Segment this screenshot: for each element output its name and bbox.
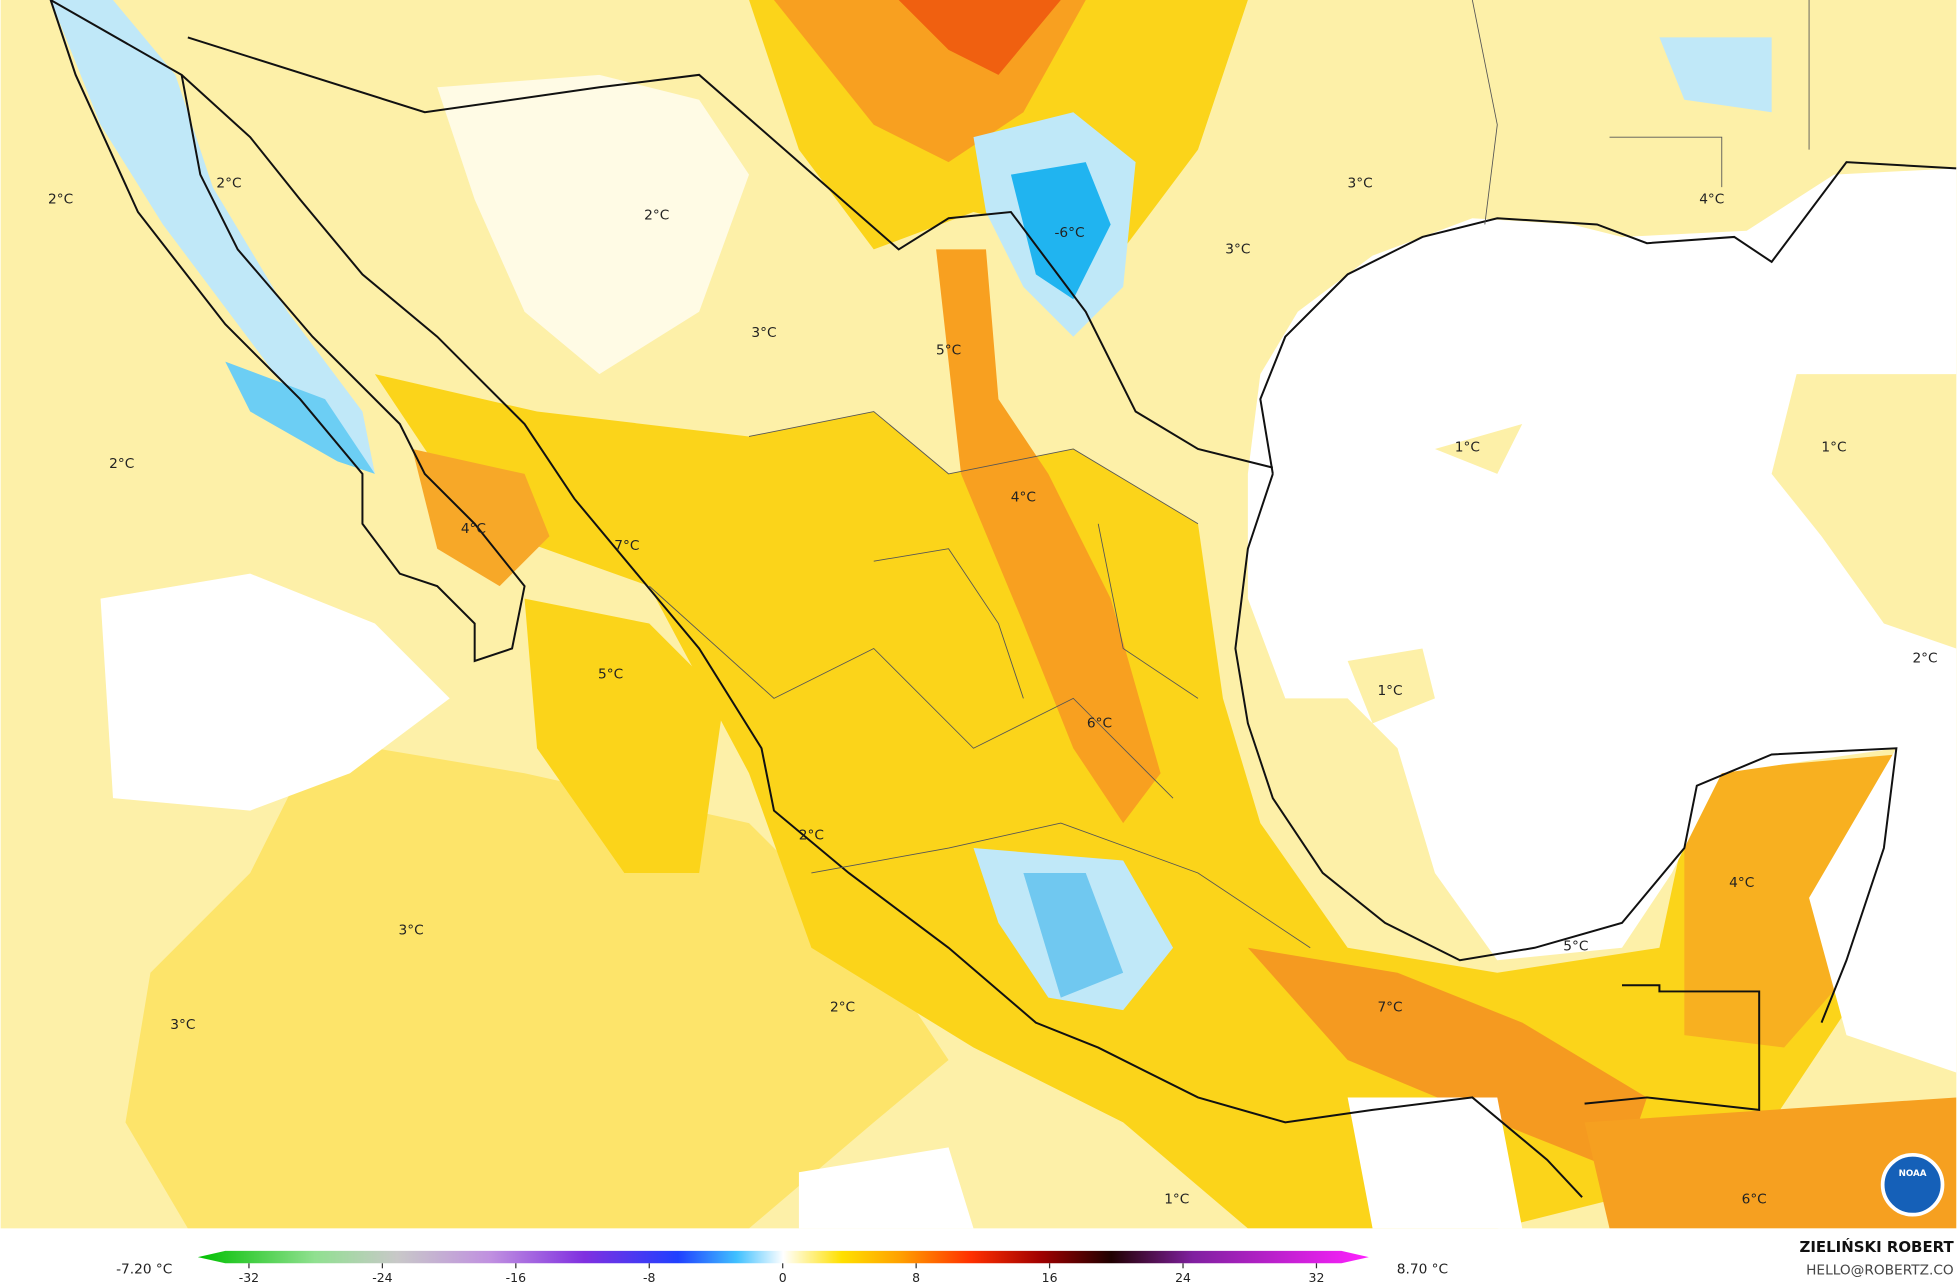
contour-label: 2°C — [1912, 650, 1937, 666]
contour-label: 1°C — [1164, 1192, 1189, 1208]
colorbar-tick-label: 32 — [1309, 1270, 1325, 1285]
credit-email: HELLO@ROBERTZ.CO — [1806, 1263, 1954, 1279]
contour-label: 1°C — [1821, 440, 1846, 456]
contour-label: 4°C — [1011, 490, 1036, 506]
colorbar-tick-label: -16 — [506, 1270, 526, 1285]
colorbar-ramp — [197, 1250, 1369, 1264]
contour-label: 4°C — [461, 521, 486, 537]
contour-label: -6°C — [1054, 225, 1084, 241]
contour-label: 5°C — [1563, 939, 1588, 955]
logo-text: NOAA — [1899, 1169, 1927, 1179]
contour-label: 2°C — [799, 828, 824, 844]
map — [0, 0, 1957, 1229]
noaa-logo: NOAA — [1880, 1152, 1945, 1217]
contour-label: 3°C — [1225, 241, 1250, 257]
contour-label: 4°C — [1729, 875, 1754, 891]
contour-label: 4°C — [1699, 192, 1724, 208]
contour-label: 6°C — [1742, 1192, 1767, 1208]
contour-label: 5°C — [598, 667, 623, 683]
contour-label: 7°C — [1377, 1000, 1402, 1016]
contour-label: 2°C — [109, 456, 134, 472]
credit-name: ZIELIŃSKI ROBERT — [1799, 1237, 1954, 1256]
contour-label: 5°C — [936, 342, 961, 358]
colorbar: -32 -24 -16 -8 0 8 16 24 32 — [197, 1250, 1369, 1285]
contour-label: 2°C — [644, 208, 669, 224]
contour-label: 3°C — [170, 1017, 195, 1033]
contour-labels: 2°C 2°C 2°C 3°C 5°C -6°C 3°C 3°C 4°C 2°C… — [48, 175, 1938, 1207]
contour-label: 7°C — [614, 538, 639, 554]
contour-label: 2°C — [216, 175, 241, 191]
colorbar-tick-label: -32 — [239, 1270, 259, 1285]
contour-label: 3°C — [751, 325, 776, 341]
contour-label: 1°C — [1377, 683, 1402, 699]
colorbar-tick-label: -24 — [372, 1270, 392, 1285]
min-label: -7.20 °C — [116, 1261, 172, 1277]
contour-label: 2°C — [830, 1000, 855, 1016]
max-label: 8.70 °C — [1397, 1261, 1448, 1277]
contour-label: 2°C — [48, 192, 73, 208]
contour-label: 6°C — [1087, 715, 1112, 731]
colorbar-tick-label: 16 — [1042, 1270, 1058, 1285]
colorbar-tick-label: -8 — [643, 1270, 655, 1285]
contour-label: 1°C — [1455, 440, 1480, 456]
contour-label: 3°C — [399, 922, 424, 938]
colorbar-tick-label: 24 — [1175, 1270, 1191, 1285]
contour-label: 3°C — [1348, 175, 1373, 191]
colorbar-tick-label: 0 — [779, 1270, 787, 1285]
colorbar-tick-label: 8 — [912, 1270, 920, 1285]
